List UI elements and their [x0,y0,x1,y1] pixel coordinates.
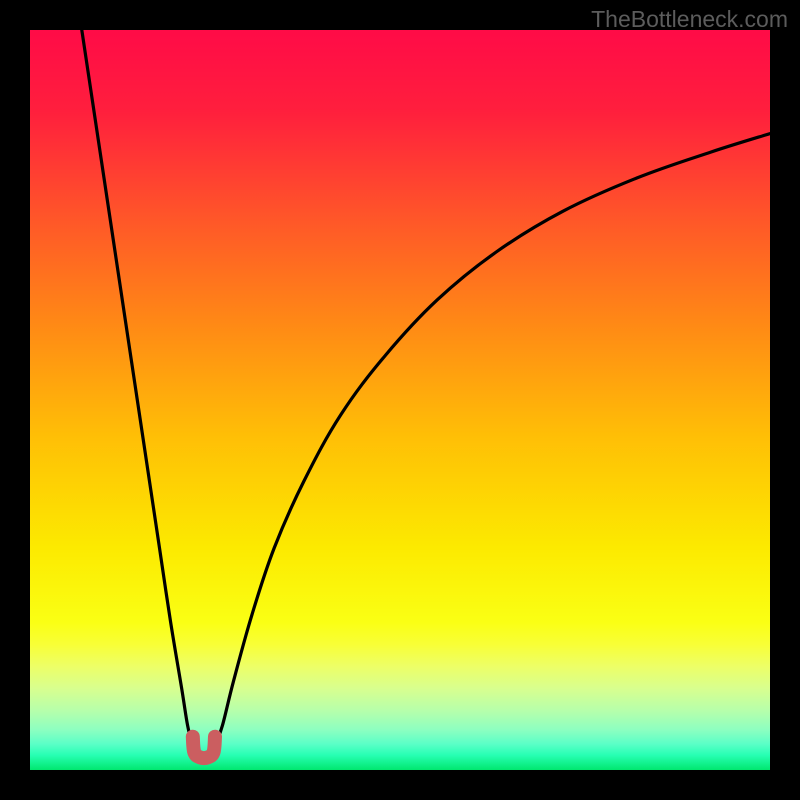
bottleneck-curve-left [82,30,193,746]
plot-area [30,30,770,770]
watermark-text: TheBottleneck.com [591,6,788,33]
bottleneck-curve-right [215,134,770,747]
curve-layer [30,30,770,770]
valley-marker-icon [193,737,215,758]
